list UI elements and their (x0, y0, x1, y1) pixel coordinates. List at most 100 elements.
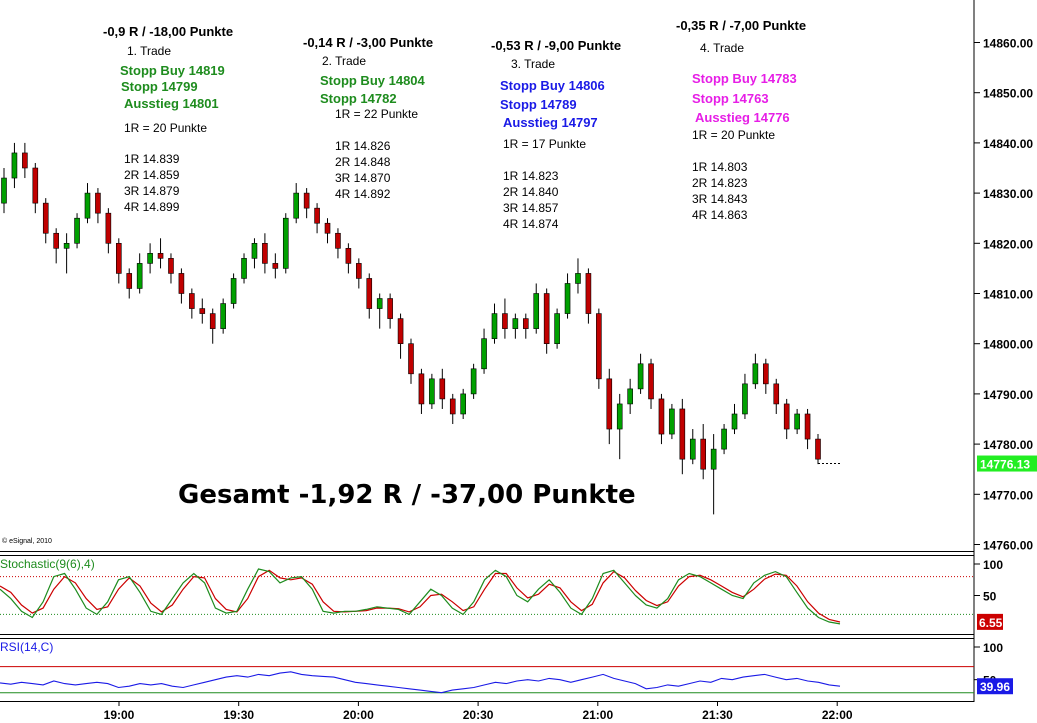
trade3-order-1: Stopp Buy 14806 (500, 78, 605, 93)
last-price-tag (977, 455, 1037, 472)
trade1-target-4: 4R 14.899 (124, 200, 180, 214)
candle-down (522, 318, 529, 329)
rsi-label: RSI(14,C) (0, 640, 54, 654)
candle-up (84, 192, 91, 219)
candle-up (481, 338, 487, 370)
trade1-label: 1. Trade (127, 44, 172, 58)
candle-down (585, 273, 592, 314)
trade2-label: 2. Trade (322, 54, 367, 68)
trade1-order-2: Stopp 14799 (121, 79, 198, 94)
rsi-line (0, 671, 841, 694)
candle-up (63, 243, 70, 249)
trade4-label: 4. Trade (700, 41, 745, 55)
candle-down (22, 152, 28, 169)
time-tick-label: 22:00 (822, 708, 853, 722)
candle-down (157, 253, 164, 259)
stochastic-k-line (0, 568, 841, 625)
candle-down (345, 248, 352, 264)
candle-up (533, 293, 540, 329)
stochastic-value-label: 6.55 (979, 616, 1003, 630)
candle-down (648, 363, 654, 400)
candle-up (616, 403, 623, 430)
candle-down (126, 273, 133, 289)
trade3-order-2: Stopp 14789 (500, 97, 577, 112)
candle-down (408, 343, 414, 375)
trade2-target-3: 3R 14.870 (335, 171, 391, 185)
time-tick-label: 21:30 (702, 708, 733, 722)
price-tick-label: 14840.00 (983, 137, 1033, 151)
trade2-order-1: Stopp Buy 14804 (320, 73, 425, 88)
price-tick-label: 14780.00 (983, 438, 1033, 452)
trade1-target-2: 2R 14.859 (124, 168, 180, 182)
trade4-target-2: 2R 14.823 (692, 176, 748, 190)
candle-up (491, 313, 498, 339)
candle-down (95, 192, 101, 214)
trade2-target-4: 4R 14.892 (335, 187, 391, 201)
candle-down (32, 167, 39, 204)
trade4-target-1: 1R 14.803 (692, 160, 748, 174)
trade3-target-3: 3R 14.857 (503, 201, 559, 215)
candle-up (251, 243, 258, 259)
trade3-label: 3. Trade (511, 57, 556, 71)
candle-down (199, 308, 206, 314)
candle-down (700, 438, 707, 470)
rsi-series (0, 671, 841, 694)
last-price-label: 14776.13 (980, 458, 1030, 472)
price-tick-label: 14790.00 (983, 388, 1033, 402)
candle-down (606, 378, 613, 430)
trade3-result: -0,53 R / -9,00 Punkte (491, 38, 622, 53)
candle-up (689, 438, 696, 460)
stochastic-value-tag (977, 613, 1003, 630)
trade3-target-1: 1R 14.823 (503, 169, 559, 183)
trade2-risk: 1R = 22 Punkte (335, 107, 419, 121)
candle-down (189, 293, 195, 309)
candle-up (742, 383, 748, 415)
trade2-order-2: Stopp 14782 (320, 91, 397, 106)
candle-up (794, 413, 800, 430)
stochastic-series (0, 568, 841, 625)
candle-up (136, 263, 143, 289)
trade4-target-3: 3R 14.843 (692, 192, 748, 206)
candle-down (314, 207, 320, 224)
candle-down (335, 232, 341, 249)
candle-up (293, 192, 300, 219)
price-tick-label: 14800.00 (983, 338, 1033, 352)
trade4-result: -0,35 R / -7,00 Punkte (676, 18, 807, 33)
trade2-result: -0,14 R / -3,00 Punkte (303, 35, 434, 50)
chart-frame (0, 0, 975, 702)
candle-up (554, 313, 560, 344)
candle-up (429, 378, 435, 405)
stochastic-d-line (0, 569, 841, 623)
rsi-levels (0, 666, 974, 694)
candle-up (512, 318, 519, 329)
price-tick-label: 14850.00 (983, 87, 1033, 101)
time-tick-label: 19:00 (104, 708, 135, 722)
stochastic-axis: 100 50 6.55 (974, 558, 1003, 630)
candle-up (11, 152, 18, 179)
candle-down (418, 373, 425, 405)
candle-down (262, 243, 268, 264)
candle-up (220, 303, 226, 329)
candle-up (241, 258, 247, 279)
rsi-value-label: 39.96 (980, 680, 1010, 694)
trade1-risk: 1R = 20 Punkte (124, 121, 208, 135)
stochastic-tick-label: 100 (983, 558, 1003, 572)
rsi-tick-label: 100 (983, 641, 1003, 655)
candle-down (763, 363, 769, 385)
time-tick-label: 19:30 (223, 708, 254, 722)
candle-down (449, 398, 456, 415)
rsi-axis: 1005039.96 (974, 641, 1013, 695)
candle-down (272, 263, 279, 269)
candle-down (168, 258, 174, 274)
candle-up (147, 253, 153, 264)
trade3-order-3: Ausstieg 14797 (503, 115, 598, 130)
trade3-target-4: 4R 14.874 (503, 217, 559, 231)
candle-down (366, 278, 373, 309)
trade1-target-3: 3R 14.879 (124, 184, 180, 198)
rsi-value-tag (977, 678, 1013, 695)
candle-up (731, 413, 738, 430)
candle-down (324, 222, 331, 234)
candle-down (543, 293, 550, 345)
candle-down (783, 403, 790, 430)
candlestick-series (1, 142, 840, 515)
